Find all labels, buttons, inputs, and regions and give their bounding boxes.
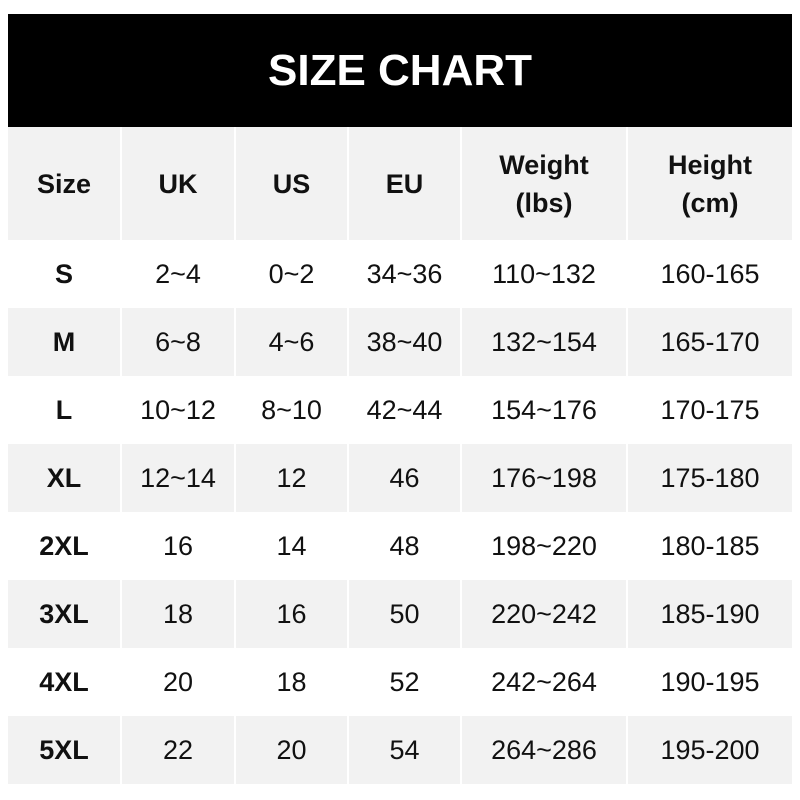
cell-size: L	[55, 394, 73, 425]
table-row: 5XL 22 20 54 264~286 195-200	[8, 716, 792, 784]
column-header-size: Size	[8, 127, 121, 240]
cell-size: XL	[8, 444, 121, 512]
cell-eu: 38~40	[347, 308, 461, 376]
cell-uk: 22	[120, 716, 235, 784]
cell-uk: 16	[120, 512, 235, 580]
column-header-uk: UK	[120, 127, 235, 240]
cell-us: 8~10	[234, 376, 348, 444]
cell-eu: 42~44	[347, 376, 461, 444]
table-row: XL 12~14 12 46 176~198 175-180	[8, 444, 792, 512]
cell-us: 14	[234, 512, 348, 580]
cell-uk: 2~4	[120, 240, 235, 308]
cell-us: 0~2	[234, 240, 348, 308]
cell-height: 160-165	[626, 240, 792, 308]
cell-eu: 52	[347, 648, 461, 716]
cell-us: 18	[234, 648, 348, 716]
cell-eu: 50	[347, 580, 461, 648]
cell-weight: 264~286	[460, 716, 627, 784]
cell-weight: 176~198	[460, 444, 627, 512]
cell-height: 195-200	[626, 716, 792, 784]
table-row: 4XL 20 18 52 242~264 190-195	[8, 648, 792, 716]
cell-height: 180-185	[626, 512, 792, 580]
column-header-height: Height (cm)	[626, 127, 792, 240]
cell-eu: 54	[347, 716, 461, 784]
cell-us: 12	[234, 444, 348, 512]
cell-uk: 6~8	[120, 308, 235, 376]
cell-us: 16	[234, 580, 348, 648]
cell-size: 2XL	[39, 530, 89, 561]
cell-size: 5XL	[8, 716, 121, 784]
cell-uk: 18	[120, 580, 235, 648]
cell-size: S	[54, 258, 73, 289]
column-header-eu: EU	[347, 127, 461, 240]
cell-eu: 46	[347, 444, 461, 512]
cell-size: M	[8, 308, 121, 376]
cell-eu: 48	[347, 512, 461, 580]
size-chart-table: Size UK US EU Weight (lbs) Height (cm) S 2~4 0~…	[8, 127, 792, 784]
cell-size: 3XL	[8, 580, 121, 648]
table-row: 3XL 18 16 50 220~242 185-190	[8, 580, 792, 648]
column-header-us: US	[234, 127, 348, 240]
cell-eu: 34~36	[347, 240, 461, 308]
cell-weight: 242~264	[460, 648, 627, 716]
header-row: Size UK US EU Weight (lbs) Height (cm)	[8, 127, 792, 240]
cell-uk: 10~12	[120, 376, 235, 444]
table-row: S 2~4 0~2 34~36 110~132 160-165	[8, 240, 792, 308]
cell-weight: 198~220	[460, 512, 627, 580]
column-header-weight: Weight (lbs)	[460, 127, 627, 240]
cell-height: 185-190	[626, 580, 792, 648]
cell-uk: 12~14	[120, 444, 235, 512]
cell-us: 4~6	[234, 308, 348, 376]
cell-weight: 220~242	[460, 580, 627, 648]
cell-size: 4XL	[39, 666, 89, 697]
cell-height: 190-195	[626, 648, 792, 716]
cell-uk: 20	[120, 648, 235, 716]
cell-weight: 132~154	[460, 308, 627, 376]
cell-height: 170-175	[626, 376, 792, 444]
cell-height: 165-170	[626, 308, 792, 376]
cell-weight: 154~176	[460, 376, 627, 444]
table-row: M 6~8 4~6 38~40 132~154 165-170	[8, 308, 792, 376]
cell-height: 175-180	[626, 444, 792, 512]
table-row: 2XL 16 14 48 198~220 180-185	[8, 512, 792, 580]
cell-us: 20	[234, 716, 348, 784]
cell-weight: 110~132	[460, 240, 627, 308]
size-chart-title: SIZE CHART	[8, 14, 792, 127]
table-row: L 10~12 8~10 42~44 154~176 170-175	[8, 376, 792, 444]
